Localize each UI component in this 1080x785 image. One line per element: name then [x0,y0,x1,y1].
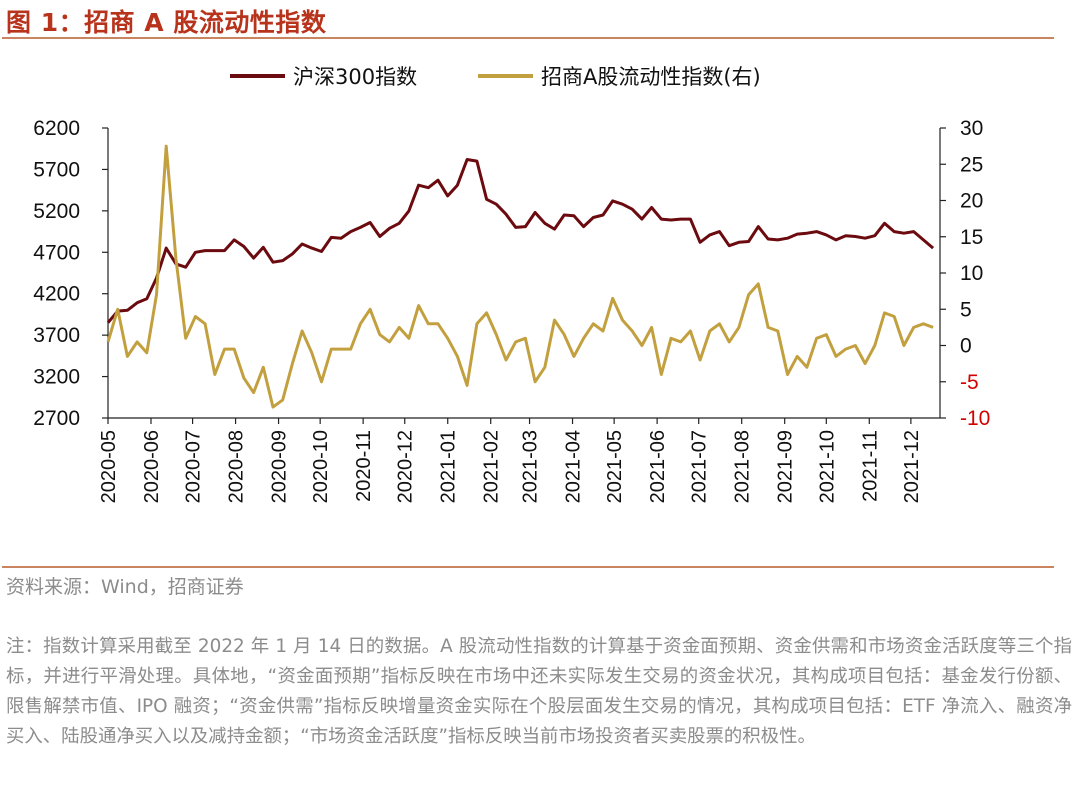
x-tick-label: 2020-09 [269,430,291,503]
legend-label-liquidity: 招商A股流动性指数(右) [541,65,761,89]
y-right-tick-label: 10 [960,262,983,285]
y-right-tick-label: -10 [960,407,990,430]
y-left-tick-label: 2700 [33,407,80,430]
y-right-tick-label: 25 [960,153,983,176]
title-divider [2,37,1054,39]
y-right-tick-label: 5 [960,298,972,321]
x-tick-label: 2020-05 [98,430,120,503]
y-right-tick-label: 0 [960,335,972,358]
y-left-tick-label: 3700 [33,324,80,347]
x-tick-label: 2021-04 [563,430,585,503]
series-line-liquidity [106,144,934,409]
y-left-tick-label: 4200 [33,283,80,306]
x-tick-label: 2021-08 [732,430,754,503]
x-tick-label: 2021-12 [901,430,923,503]
footnote: 注：指数计算采用截至 2022 年 1 月 14 日的数据。A 股流动性指数的计… [6,636,1072,747]
x-tick-label: 2021-06 [647,430,669,503]
x-tick-label: 2021-10 [816,430,838,503]
y-left-tick-label: 5200 [33,200,80,223]
source-note: 资料来源：Wind，招商证券 [6,576,244,598]
series-layer [106,144,935,409]
chart-area: 沪深300指数 招商A股流动性指数(右) 6200570052004700420… [33,65,990,503]
figure-title: 图 1：招商 A 股流动性指数 [6,8,327,37]
x-tick-label: 2020-11 [353,430,375,502]
x-tick-label: 2020-08 [226,430,248,503]
y-left-tick-label: 4700 [33,241,80,264]
x-tick-label: 2020-12 [395,430,417,503]
y-left-tick-label: 6200 [33,117,80,140]
y-right-tick-label: -5 [960,371,979,394]
series-line-hs300 [106,158,935,324]
x-tick-label: 2021-03 [520,430,542,503]
x-tick-label: 2021-02 [481,430,503,503]
legend-label-hs300: 沪深300指数 [293,65,417,89]
x-tick-label: 2021-05 [604,430,626,503]
y-left-tick-label: 3200 [33,366,80,389]
x-tick-label: 2021-01 [438,430,460,503]
axes: 6200 5700 5200 4700 4200 3700 3200 2700 30 25 20 15… [33,117,990,503]
source-divider [2,566,1054,568]
x-tick-label: 2021-09 [775,430,797,503]
legend: 沪深300指数 招商A股流动性指数(右) [230,65,761,89]
x-tick-label: 2021-07 [689,430,711,503]
x-tick-label: 2020-10 [310,430,332,503]
x-tick-label: 2021-11 [859,430,881,502]
y-left-tick-label: 5700 [33,158,80,181]
x-tick-label: 2020-06 [141,430,163,503]
x-tick-label: 2020-07 [183,430,205,503]
y-right-tick-label: 30 [960,117,983,140]
y-right-tick-label: 20 [960,190,983,213]
y-right-tick-label: 15 [960,226,983,249]
